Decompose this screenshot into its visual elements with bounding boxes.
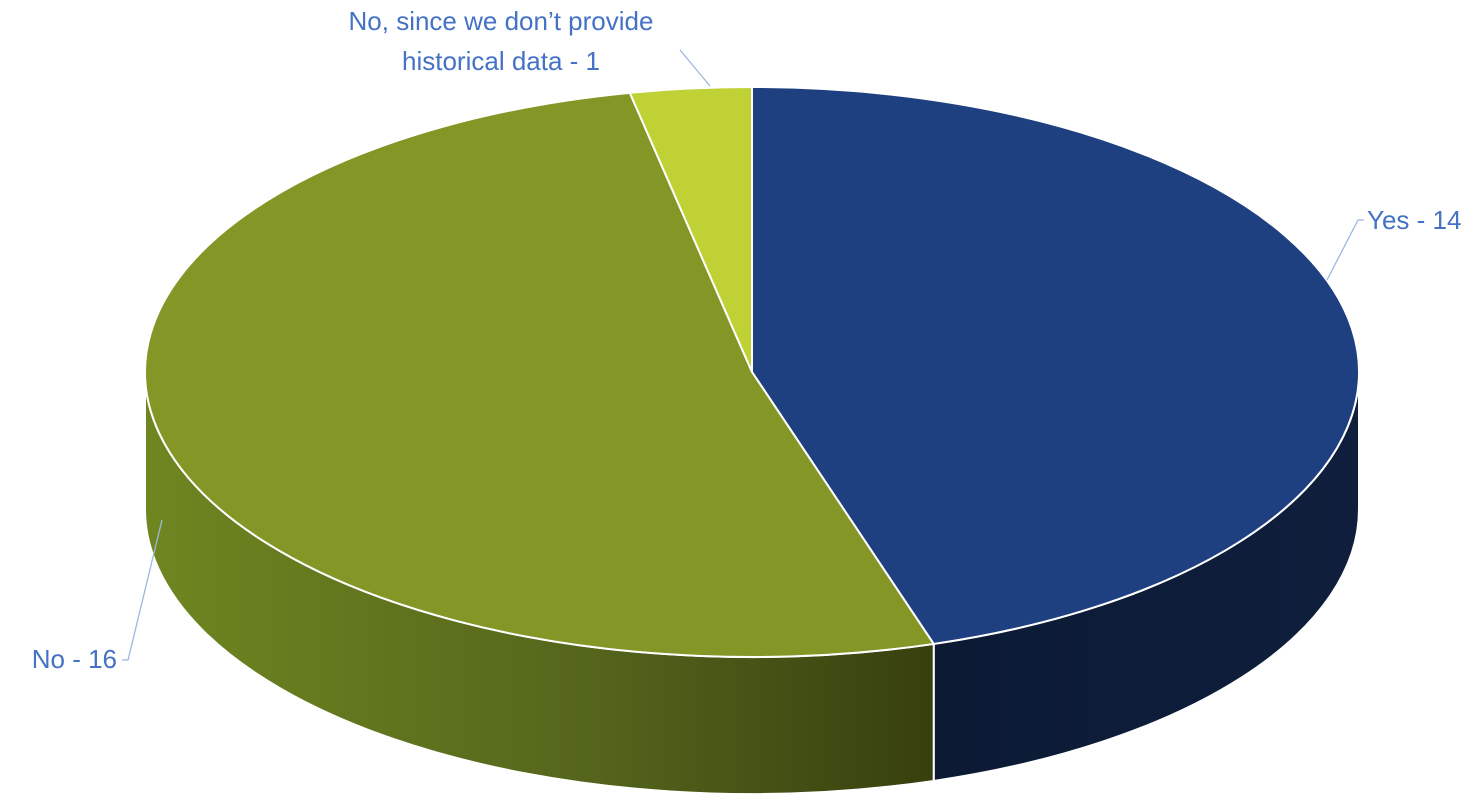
data-label-no: No - 16 (32, 644, 117, 674)
data-label-no-historical-line-2: historical data - 1 (402, 46, 600, 76)
leader-line-no-historical (679, 49, 711, 87)
data-label-no-historical: No, since we don’t provide historical dat… (349, 6, 654, 76)
pie-slice-no-historical (628, 86, 753, 373)
pie-labels: Yes - 14 No - 16 No, since we don’t provid… (32, 6, 1462, 674)
data-label-no-historical-line-1: No, since we don’t provide (349, 6, 654, 36)
leader-line-yes (1326, 219, 1364, 281)
leader-line-no (122, 519, 163, 661)
pie-slice-yes (751, 86, 1360, 645)
pie-slice-no (144, 91, 935, 658)
data-label-yes: Yes - 14 (1367, 205, 1461, 235)
pie-tops (144, 86, 1360, 658)
